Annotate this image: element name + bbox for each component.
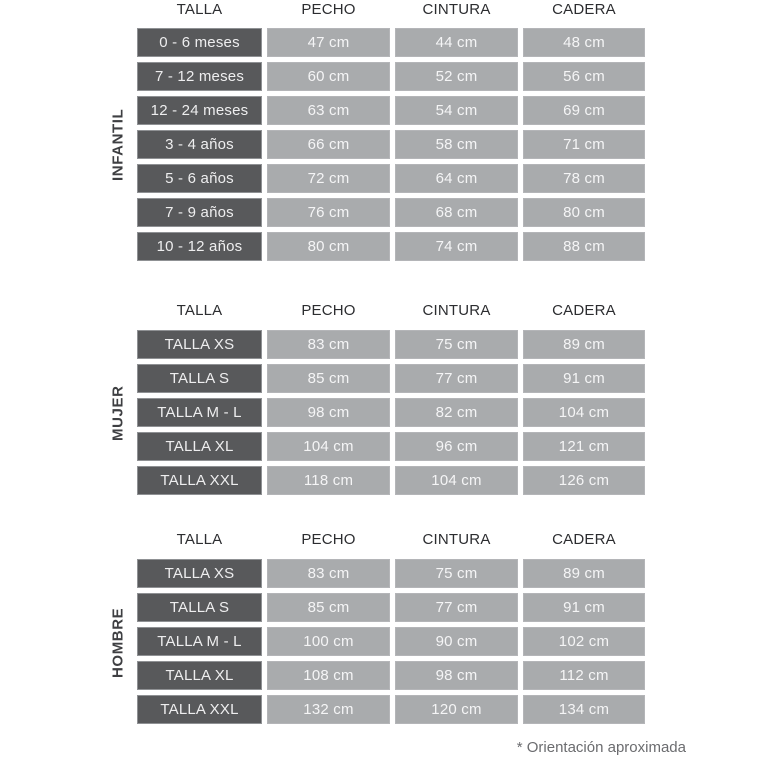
- measurement-cell: 52 cm: [395, 62, 518, 91]
- measurement-cell: 83 cm: [267, 330, 390, 359]
- size-label-cell: TALLA M - L: [137, 627, 262, 656]
- measurement-cell: 102 cm: [523, 627, 645, 656]
- column-header-cadera: CADERA: [552, 531, 616, 548]
- section-infantil: INFANTIL TALLA PECHO CINTURA CADERA 0 - …: [110, 1, 645, 261]
- measurement-cell: 68 cm: [395, 198, 518, 227]
- measurement-cell: 47 cm: [267, 28, 390, 57]
- column-header-cintura: CINTURA: [422, 1, 491, 18]
- measurement-cell: 58 cm: [395, 130, 518, 159]
- measurement-cell: 85 cm: [267, 593, 390, 622]
- column-headers: TALLA PECHO CINTURA CADERA: [137, 302, 645, 319]
- measurement-cell: 134 cm: [523, 695, 645, 724]
- measurement-cell: 80 cm: [523, 198, 645, 227]
- size-label-cell: TALLA XXL: [137, 695, 262, 724]
- measurement-cell: 108 cm: [267, 661, 390, 690]
- measurement-cell: 91 cm: [523, 593, 645, 622]
- measurement-cell: 104 cm: [267, 432, 390, 461]
- column-header-cintura: CINTURA: [422, 302, 491, 319]
- size-table-infantil: 0 - 6 meses 47 cm 44 cm 48 cm 7 - 12 meses 60…: [137, 28, 645, 261]
- size-label-cell: 12 - 24 meses: [137, 96, 262, 125]
- measurement-cell: 89 cm: [523, 559, 645, 588]
- measurement-cell: 63 cm: [267, 96, 390, 125]
- footnote: * Orientación aproximada: [516, 739, 686, 756]
- column-header-pecho: PECHO: [301, 302, 356, 319]
- size-label-cell: 0 - 6 meses: [137, 28, 262, 57]
- measurement-cell: 89 cm: [523, 330, 645, 359]
- size-label-cell: 7 - 12 meses: [137, 62, 262, 91]
- measurement-cell: 75 cm: [395, 330, 518, 359]
- size-table-mujer: TALLA XS 83 cm 75 cm 89 cm TALLA S 85 cm 77 cm…: [137, 330, 645, 495]
- measurement-cell: 66 cm: [267, 130, 390, 159]
- measurement-cell: 75 cm: [395, 559, 518, 588]
- measurement-cell: 78 cm: [523, 164, 645, 193]
- measurement-cell: 100 cm: [267, 627, 390, 656]
- measurement-cell: 120 cm: [395, 695, 518, 724]
- measurement-cell: 48 cm: [523, 28, 645, 57]
- measurement-cell: 77 cm: [395, 593, 518, 622]
- section-label-hombre: HOMBRE: [109, 607, 127, 678]
- size-label-cell: TALLA S: [137, 364, 262, 393]
- measurement-cell: 104 cm: [395, 466, 518, 495]
- size-table-hombre: TALLA XS 83 cm 75 cm 89 cm TALLA S 85 cm 77 cm…: [137, 559, 645, 724]
- section-label-mujer: MUJER: [109, 385, 127, 442]
- measurement-cell: 132 cm: [267, 695, 390, 724]
- section-hombre: HOMBRE TALLA PECHO CINTURA CADERA TALLA …: [110, 531, 645, 724]
- measurement-cell: 44 cm: [395, 28, 518, 57]
- measurement-cell: 74 cm: [395, 232, 518, 261]
- measurement-cell: 90 cm: [395, 627, 518, 656]
- column-headers: TALLA PECHO CINTURA CADERA: [137, 1, 645, 18]
- measurement-cell: 69 cm: [523, 96, 645, 125]
- measurement-cell: 83 cm: [267, 559, 390, 588]
- measurement-cell: 71 cm: [523, 130, 645, 159]
- measurement-cell: 76 cm: [267, 198, 390, 227]
- column-header-pecho: PECHO: [301, 1, 356, 18]
- measurement-cell: 54 cm: [395, 96, 518, 125]
- measurement-cell: 96 cm: [395, 432, 518, 461]
- size-label-cell: TALLA XS: [137, 330, 262, 359]
- measurement-cell: 82 cm: [395, 398, 518, 427]
- column-header-talla: TALLA: [176, 302, 223, 319]
- column-header-pecho: PECHO: [301, 531, 356, 548]
- measurement-cell: 98 cm: [395, 661, 518, 690]
- measurement-cell: 118 cm: [267, 466, 390, 495]
- measurement-cell: 77 cm: [395, 364, 518, 393]
- column-header-talla: TALLA: [176, 531, 223, 548]
- measurement-cell: 121 cm: [523, 432, 645, 461]
- column-header-cintura: CINTURA: [422, 531, 491, 548]
- measurement-cell: 104 cm: [523, 398, 645, 427]
- size-label-cell: TALLA M - L: [137, 398, 262, 427]
- section-label-infantil: INFANTIL: [109, 108, 127, 181]
- size-label-cell: 10 - 12 años: [137, 232, 262, 261]
- size-label-cell: TALLA XXL: [137, 466, 262, 495]
- measurement-cell: 72 cm: [267, 164, 390, 193]
- measurement-cell: 88 cm: [523, 232, 645, 261]
- measurement-cell: 56 cm: [523, 62, 645, 91]
- measurement-cell: 98 cm: [267, 398, 390, 427]
- measurement-cell: 80 cm: [267, 232, 390, 261]
- size-label-cell: TALLA XL: [137, 432, 262, 461]
- size-label-cell: 3 - 4 años: [137, 130, 262, 159]
- size-label-cell: TALLA XS: [137, 559, 262, 588]
- measurement-cell: 64 cm: [395, 164, 518, 193]
- size-label-cell: TALLA S: [137, 593, 262, 622]
- column-header-talla: TALLA: [176, 1, 223, 18]
- measurement-cell: 85 cm: [267, 364, 390, 393]
- measurement-cell: 60 cm: [267, 62, 390, 91]
- measurement-cell: 112 cm: [523, 661, 645, 690]
- column-header-cadera: CADERA: [552, 302, 616, 319]
- size-label-cell: 7 - 9 años: [137, 198, 262, 227]
- size-label-cell: TALLA XL: [137, 661, 262, 690]
- measurement-cell: 126 cm: [523, 466, 645, 495]
- section-mujer: MUJER TALLA PECHO CINTURA CADERA TALLA X…: [110, 302, 645, 495]
- measurement-cell: 91 cm: [523, 364, 645, 393]
- size-label-cell: 5 - 6 años: [137, 164, 262, 193]
- column-header-cadera: CADERA: [552, 1, 616, 18]
- column-headers: TALLA PECHO CINTURA CADERA: [137, 531, 645, 548]
